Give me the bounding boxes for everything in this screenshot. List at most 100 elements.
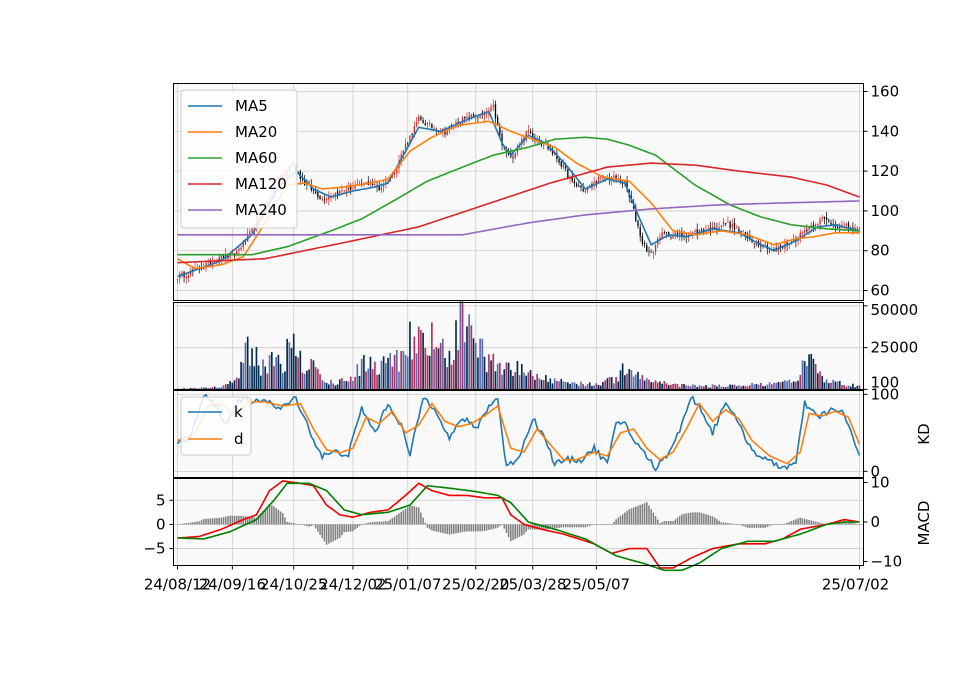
macd-osc-bar — [628, 509, 631, 525]
macd-osc-bar — [856, 523, 859, 525]
volume-bar — [733, 384, 736, 390]
volume-bar — [768, 382, 771, 390]
macd-osc-bar — [771, 524, 773, 526]
macd-osc-bar — [492, 524, 495, 529]
candle-body — [420, 116, 422, 120]
candle-body — [733, 222, 736, 230]
volume-bar — [602, 382, 604, 390]
candle-body — [319, 196, 321, 200]
volume-bar — [637, 371, 639, 390]
macd-osc-bar — [560, 524, 563, 528]
macd-osc-bar — [755, 524, 758, 528]
candle-body — [821, 217, 823, 219]
macd-left-tick-label: 5 — [156, 491, 166, 509]
candle-body — [477, 116, 479, 118]
macd-osc-bar — [303, 524, 306, 526]
candle-body — [679, 232, 681, 236]
macd-osc-bar — [551, 524, 554, 529]
macd-osc-bar — [503, 524, 506, 529]
volume-bar — [301, 372, 304, 390]
macd-osc-bar — [792, 520, 795, 525]
volume-bar — [341, 378, 343, 390]
candle-body — [385, 181, 387, 185]
volume-bar — [591, 386, 593, 390]
macd-osc-bar — [196, 521, 199, 525]
candle-body — [646, 245, 648, 252]
macd-osc-bar — [615, 519, 617, 525]
volume-bar — [470, 325, 473, 390]
macd-osc-bar — [696, 512, 698, 525]
macd-osc-bar — [654, 516, 657, 525]
candle-body — [674, 232, 676, 235]
candle-body — [479, 114, 481, 118]
candle-body — [304, 178, 306, 185]
macd-osc-bar — [589, 524, 591, 526]
volume-bar — [310, 358, 313, 390]
macd-osc-bar — [567, 524, 569, 528]
volume-bar — [479, 338, 481, 390]
candle-body — [325, 199, 328, 201]
macd-osc-bar — [424, 522, 427, 525]
macd-osc-bar — [676, 517, 679, 525]
macd-osc-bar — [720, 522, 723, 525]
macd-osc-bar — [556, 524, 558, 529]
volume-bar — [371, 369, 374, 390]
volume-bar — [718, 384, 720, 390]
macd-osc-bar — [207, 518, 209, 525]
volume-bar — [514, 372, 517, 390]
macd-osc-bar — [626, 510, 628, 525]
volume-bar — [354, 376, 356, 390]
volume-bar — [830, 382, 832, 390]
macd-osc-bar — [323, 524, 326, 542]
macd-osc-bar — [711, 516, 714, 525]
volume-bar — [661, 383, 663, 390]
d-line — [177, 401, 861, 465]
macd-osc-bar — [641, 504, 644, 525]
macd-osc-bar — [803, 518, 806, 525]
macd-osc-bar — [321, 524, 324, 539]
volume-bar — [740, 386, 742, 390]
candle-body — [571, 176, 573, 181]
macd-osc-bar — [466, 524, 468, 532]
volume-bar — [632, 376, 635, 390]
volume-bar — [492, 353, 495, 390]
volume-bar — [240, 361, 242, 390]
kd-panel-frame — [173, 390, 864, 478]
candle-body — [753, 243, 755, 245]
macd-osc-bar — [391, 517, 394, 525]
macd-osc-bar — [713, 517, 716, 525]
macd-osc-bar — [724, 522, 727, 525]
candle-body — [659, 237, 661, 240]
macd-osc-bar — [420, 512, 422, 525]
volume-bar — [457, 350, 460, 390]
macd-osc-bar — [788, 521, 791, 525]
volume-bar — [295, 355, 297, 390]
candle-body — [516, 148, 519, 154]
candle-body — [369, 184, 372, 185]
volume-bar — [229, 381, 231, 390]
candle-body — [422, 120, 424, 123]
macd-osc-bar — [718, 520, 720, 525]
volume-bar — [338, 379, 341, 390]
macd-osc-bar — [591, 524, 593, 526]
macd-osc-bar — [573, 524, 576, 528]
volume-bar — [518, 375, 521, 390]
volume-bar — [227, 384, 229, 390]
volume-bar — [547, 382, 549, 390]
macd-osc-bar — [683, 513, 685, 525]
volume-bar — [413, 336, 416, 390]
volume-bar — [613, 383, 615, 390]
volume-bar — [319, 374, 321, 390]
macd-osc-bar — [740, 524, 742, 526]
volume-bar — [586, 384, 589, 390]
candle-body — [639, 227, 641, 237]
volume-bar — [573, 382, 576, 390]
x-tick-label: 24/12/02 — [319, 576, 386, 594]
candle-body — [380, 187, 383, 190]
volume-bar — [654, 380, 657, 390]
candle-body — [635, 207, 637, 221]
macd-osc-bar — [281, 513, 284, 525]
volume-bar — [599, 385, 602, 390]
volume-bar — [560, 378, 563, 390]
volume-bar — [659, 381, 661, 390]
